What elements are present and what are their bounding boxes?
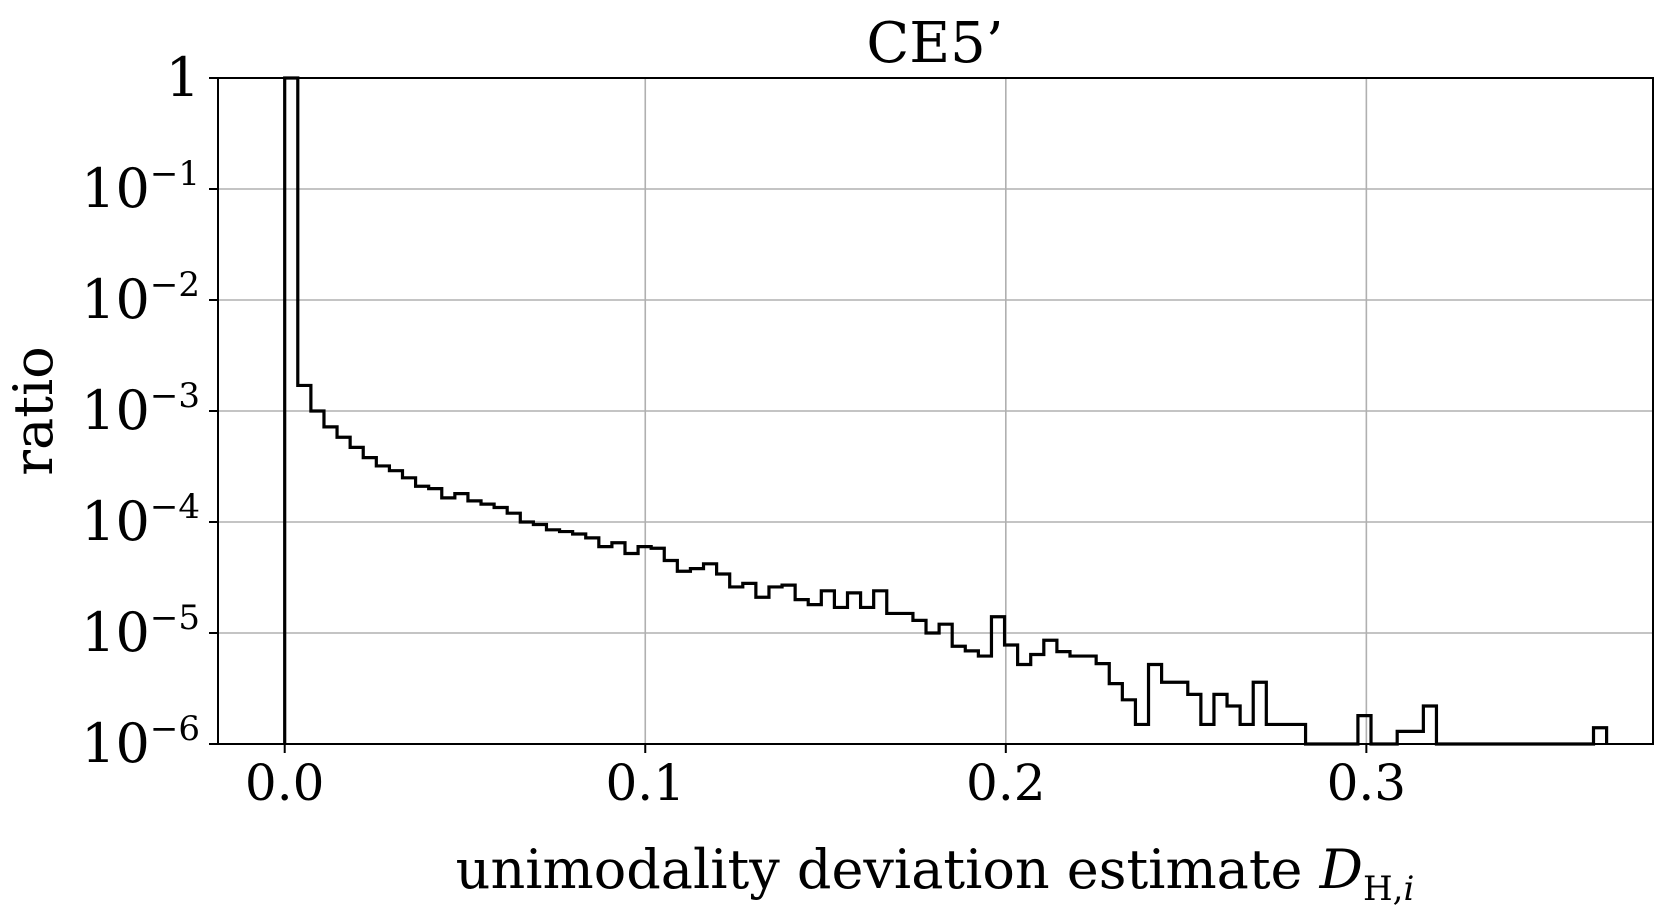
- y-tick-label-exponent-1: −1: [150, 154, 200, 194]
- y-tick-label-base-1: 10: [81, 157, 150, 220]
- y-tick-label-base-3: 10: [81, 379, 150, 442]
- y-tick-label-4: 10−4: [81, 487, 200, 553]
- y-tick-label-base-0: 1: [166, 46, 200, 109]
- y-tick-label-base-4: 10: [81, 490, 150, 553]
- y-tick-label-2: 10−2: [81, 265, 200, 331]
- histogram-series-step: [283, 76, 1609, 746]
- grid-lines: [218, 78, 1653, 744]
- y-axis-label: ratio: [2, 346, 65, 476]
- axis-ticks: [209, 77, 1368, 753]
- x-axis-label: unimodality deviation estimate DH,i: [456, 838, 1415, 908]
- x-axis-label-text: unimodality deviation estimate: [456, 838, 1320, 901]
- y-tick-label-base-2: 10: [81, 268, 150, 331]
- y-tick-label-exponent-3: −3: [150, 376, 200, 416]
- y-tick-label-exponent-5: −5: [150, 598, 200, 638]
- y-tick-label-6: 10−6: [81, 709, 200, 775]
- y-tick-label-exponent-6: −6: [150, 709, 200, 749]
- x-axis-label-subscript: H,: [1363, 869, 1403, 908]
- x-tick-label-1: 0.1: [605, 754, 685, 812]
- y-tick-label-exponent-2: −2: [150, 265, 200, 305]
- y-tick-label-0: 1: [166, 46, 200, 109]
- y-tick-label-exponent-4: −4: [150, 487, 200, 527]
- x-tick-label-3: 0.3: [1327, 754, 1407, 812]
- x-tick-labels: 0.0 0.1 0.2 0.3: [245, 754, 1406, 812]
- y-tick-label-3: 10−3: [81, 376, 200, 442]
- y-tick-label-base-5: 10: [81, 601, 150, 664]
- x-axis-label-symbol: D: [1319, 838, 1363, 901]
- x-axis-label-subscript-index: i: [1403, 869, 1414, 908]
- y-tick-label-1: 10−1: [81, 154, 200, 220]
- x-tick-label-2: 0.2: [966, 754, 1046, 812]
- y-tick-label-base-6: 10: [81, 712, 150, 775]
- chart-title: CE5’: [866, 11, 1003, 76]
- x-tick-label-0: 0.0: [245, 754, 325, 812]
- y-tick-labels: 110−110−210−310−410−510−6: [81, 46, 200, 775]
- y-tick-label-5: 10−5: [81, 598, 200, 664]
